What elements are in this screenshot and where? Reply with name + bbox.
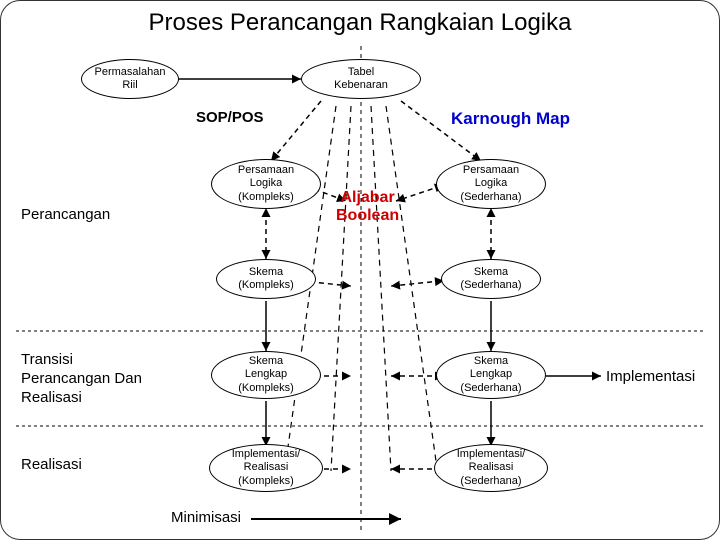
label-transisi: Transisi Perancangan Dan Realisasi	[21, 351, 142, 407]
node-skema-kompleks: Skema (Kompleks)	[216, 259, 316, 299]
label-perancangan: Perancangan	[21, 206, 110, 223]
label-karnough: Karnough Map	[451, 109, 570, 129]
node-impl-s: Implementasi/ Realisasi (Sederhana)	[434, 444, 548, 492]
node-skema-sederhana: Skema (Sederhana)	[441, 259, 541, 299]
slide-frame: Proses Perancangan Rangkaian Logika	[0, 0, 720, 540]
node-skema-lengkap-s: Skema Lengkap (Sederhana)	[436, 351, 546, 399]
label-implementasi: Implementasi	[606, 368, 695, 385]
node-pers-sederhana: Persamaan Logika (Sederhana)	[436, 159, 546, 209]
node-pers-kompleks: Persamaan Logika (Kompleks)	[211, 159, 321, 209]
label-minimisasi: Minimisasi	[171, 509, 241, 526]
node-impl-k: Implementasi/ Realisasi (Kompleks)	[209, 444, 323, 492]
label-aljabar: Aljabar Boolean	[336, 189, 399, 225]
label-realisasi: Realisasi	[21, 456, 82, 473]
node-tabel: Tabel Kebenaran	[301, 59, 421, 99]
node-permasalahan: Permasalahan Riil	[81, 59, 179, 99]
node-skema-lengkap-k: Skema Lengkap (Kompleks)	[211, 351, 321, 399]
label-sop-pos: SOP/POS	[196, 109, 264, 126]
slide-title: Proses Perancangan Rangkaian Logika	[1, 9, 719, 37]
